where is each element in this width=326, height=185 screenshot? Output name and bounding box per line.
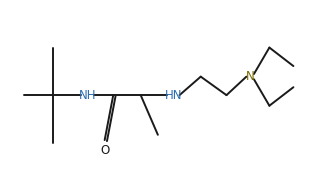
Text: N: N [246, 70, 255, 83]
Text: NH: NH [79, 89, 96, 102]
Text: HN: HN [165, 89, 182, 102]
Text: O: O [100, 144, 109, 157]
